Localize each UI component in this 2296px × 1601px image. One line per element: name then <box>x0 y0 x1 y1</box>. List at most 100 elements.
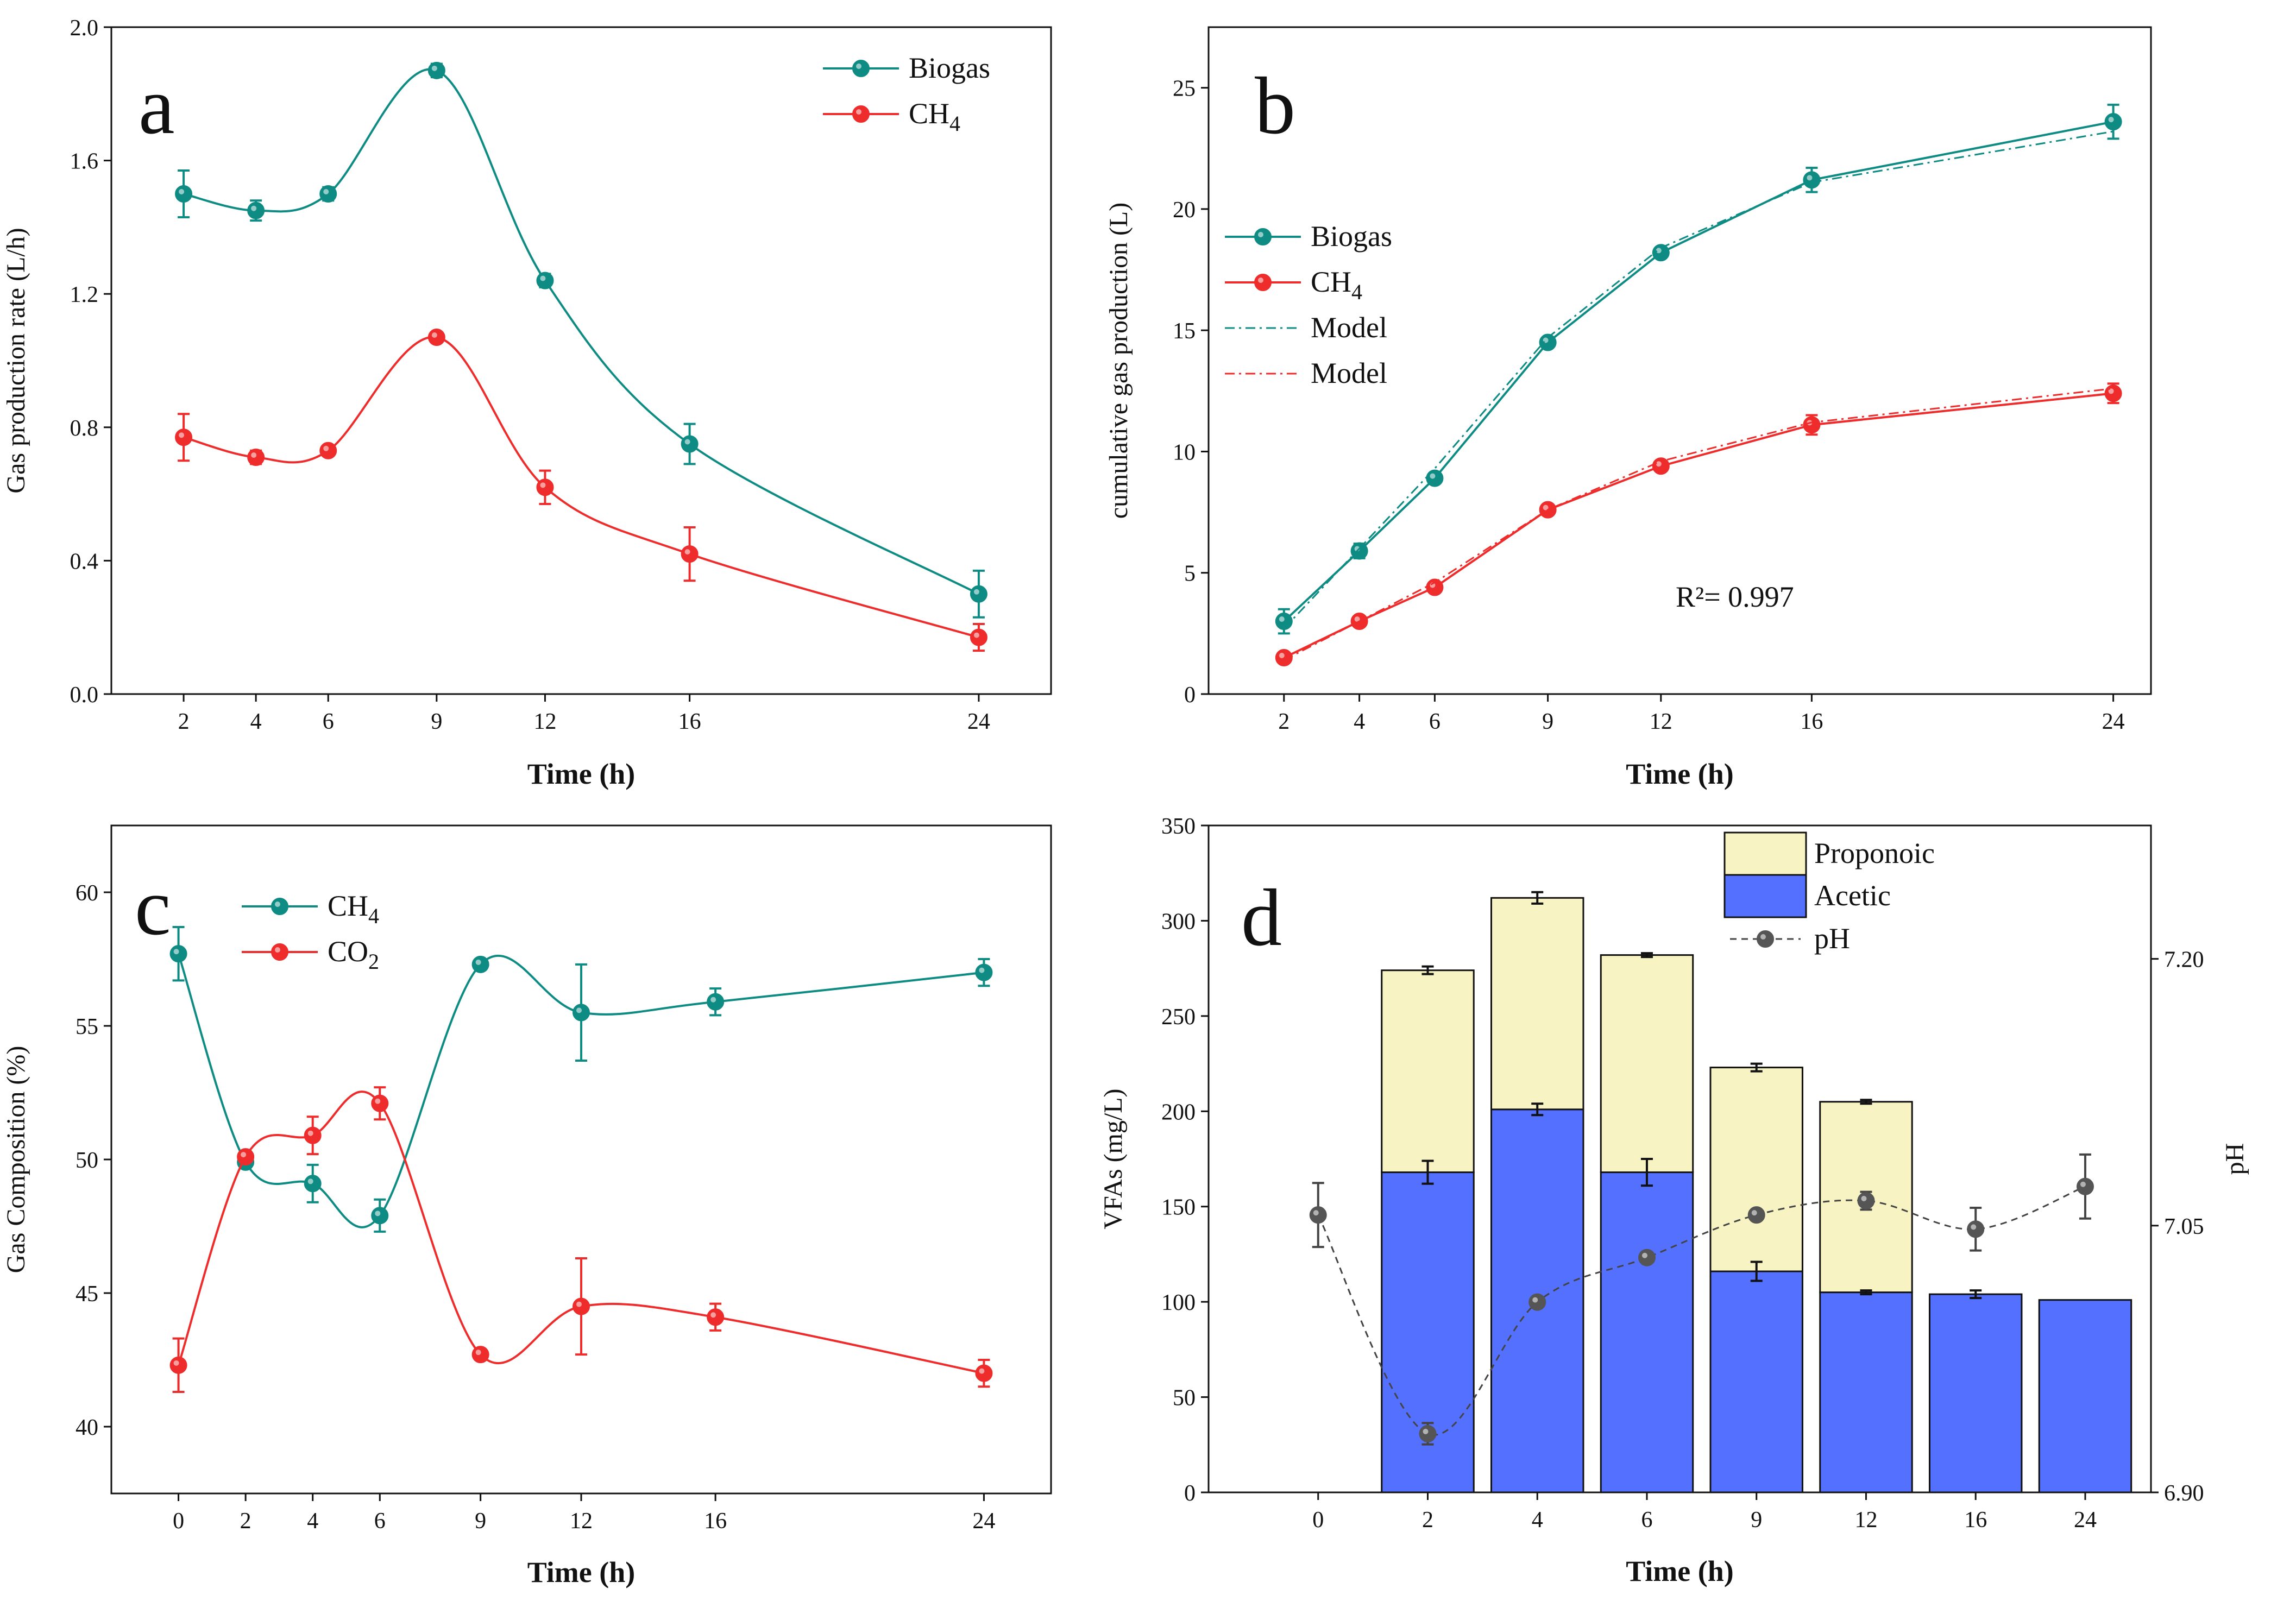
right-axis: 6.90 7.05 7.20 pH <box>2151 948 2249 1506</box>
x-tick-label: 2 <box>1422 1508 1433 1533</box>
error-bar-acetic <box>1750 1260 1763 1282</box>
y-tick-label: 150 <box>1161 1195 1196 1220</box>
x-tick-label: 6 <box>374 1509 386 1534</box>
y-tick-label: 5 <box>1184 562 1196 587</box>
y-tick-label: 200 <box>1161 1100 1196 1125</box>
data-point-biogas <box>175 185 193 203</box>
x-tick-label: 6 <box>323 709 334 734</box>
legend-label: Model <box>1311 311 1387 344</box>
error-bar-proponoic <box>1531 891 1544 905</box>
data-point-biogas-dot <box>2104 113 2122 131</box>
legend-marker-dot <box>852 105 870 123</box>
legend-label: CH4 <box>328 890 379 928</box>
data-point-ph-dot <box>1638 1249 1656 1266</box>
legend-marker-shine <box>856 64 861 69</box>
error-bar-proponoic <box>1421 965 1434 975</box>
legend-swatch-acetic <box>1723 874 1807 918</box>
legend-marker-shine <box>1258 232 1263 237</box>
data-point-ch4-dot <box>471 955 489 973</box>
y2-tick-label: 7.05 <box>2164 1214 2204 1239</box>
data-point-ch4 <box>304 1175 322 1193</box>
data-point-ph-shine <box>1861 1195 1867 1201</box>
y-axis-label: Gas Composition (%) <box>2 1046 30 1274</box>
data-point-ch4-shine <box>576 1007 582 1013</box>
y-tick-label: 60 <box>76 881 98 906</box>
data-point-biogas-dot <box>1426 469 1444 487</box>
data-point-biogas <box>970 585 987 603</box>
y-tick-label: 250 <box>1161 1005 1196 1030</box>
data-point-ch4-shine <box>2108 388 2114 394</box>
data-point-co2-dot <box>371 1094 389 1112</box>
data-point-biogas <box>247 201 265 219</box>
x-tick-label: 12 <box>533 709 556 734</box>
data-point-co2-dot <box>304 1126 322 1144</box>
x-tick-label: 4 <box>1532 1508 1543 1533</box>
error-bar-acetic <box>1640 1158 1653 1187</box>
data-point-biogas-shine <box>1656 248 1662 254</box>
y-tick-label: 1.6 <box>70 149 99 174</box>
data-point-co2-dot <box>471 1346 489 1364</box>
error-bar-proponoic <box>1640 952 1653 959</box>
x-tick-label: 12 <box>1854 1508 1877 1533</box>
legend-label: Acetic <box>1814 879 1891 912</box>
data-point-co2 <box>371 1094 389 1112</box>
plot-frame <box>1207 26 2152 695</box>
legend-marker-shine <box>1760 934 1766 940</box>
data-point-biogas <box>1275 613 1293 631</box>
data-point-ch4-shine <box>1354 616 1360 622</box>
series-line-ch4 <box>1283 392 2113 659</box>
legend-label: Biogas <box>1311 220 1392 253</box>
data-point-ph-shine <box>1751 1210 1757 1216</box>
y-tick-label: 50 <box>76 1148 98 1173</box>
data-point-ch4 <box>471 955 489 973</box>
panel-label: b <box>1255 61 1295 151</box>
data-point-co2 <box>471 1346 489 1364</box>
data-point-ch4 <box>427 329 445 346</box>
x-tick-label: 0 <box>1312 1508 1324 1533</box>
data-point-biogas-dot <box>1803 171 1821 189</box>
data-point-ph <box>1638 1249 1656 1266</box>
legend-marker <box>1254 274 1272 291</box>
y-tick-label: 0 <box>1184 683 1196 708</box>
y2-axis-label: pH <box>2220 1143 2249 1175</box>
x-tick-label: 9 <box>475 1509 486 1534</box>
data-point-co2-dot <box>169 1356 187 1374</box>
data-point-ph <box>1528 1293 1546 1311</box>
data-point-ch4 <box>247 449 265 467</box>
error-bar-acetic <box>1970 1289 1982 1300</box>
error-bar-proponoic <box>1860 1099 1872 1105</box>
data-point-ch4-dot <box>1652 457 1670 475</box>
bar-proponoic <box>1709 1067 1803 1272</box>
legend-marker-shine <box>275 947 280 953</box>
data-point-biogas <box>1803 171 1821 189</box>
data-point-ch4-shine <box>979 967 985 973</box>
data-point-ph-dot <box>1309 1206 1327 1224</box>
data-point-biogas-dot <box>1275 613 1293 631</box>
x-tick-label: 9 <box>431 709 442 734</box>
y-tick-label: 10 <box>1173 440 1196 465</box>
panel-label: d <box>1241 873 1282 963</box>
data-point-biogas-shine <box>1807 175 1813 181</box>
data-point-ch4 <box>975 963 993 981</box>
plot-area <box>175 61 987 652</box>
series-line-biogas <box>183 68 979 595</box>
y-tick-label: 50 <box>1173 1386 1196 1411</box>
data-point-ch4-dot <box>573 1004 590 1022</box>
data-point-ch4-shine <box>323 445 329 451</box>
data-point-ch4-shine <box>375 1211 381 1216</box>
y-axis-label: cumulative gas production (L) <box>1104 203 1133 519</box>
data-point-ph-shine <box>1423 1428 1429 1434</box>
x-tick-label: 16 <box>678 709 701 734</box>
data-point-ph <box>1419 1424 1437 1442</box>
data-point-ph <box>1857 1192 1875 1209</box>
data-point-ch4-shine <box>173 949 179 955</box>
y-tick-label: 0 <box>1184 1481 1196 1506</box>
data-point-co2-shine <box>173 1360 179 1366</box>
r-squared-annotation: R²= 0.997 <box>1676 581 1794 613</box>
ph-series <box>1309 1153 2094 1446</box>
data-point-biogas <box>2104 113 2122 131</box>
data-point-co2-shine <box>576 1301 582 1307</box>
data-point-ph-dot <box>1967 1220 1985 1238</box>
